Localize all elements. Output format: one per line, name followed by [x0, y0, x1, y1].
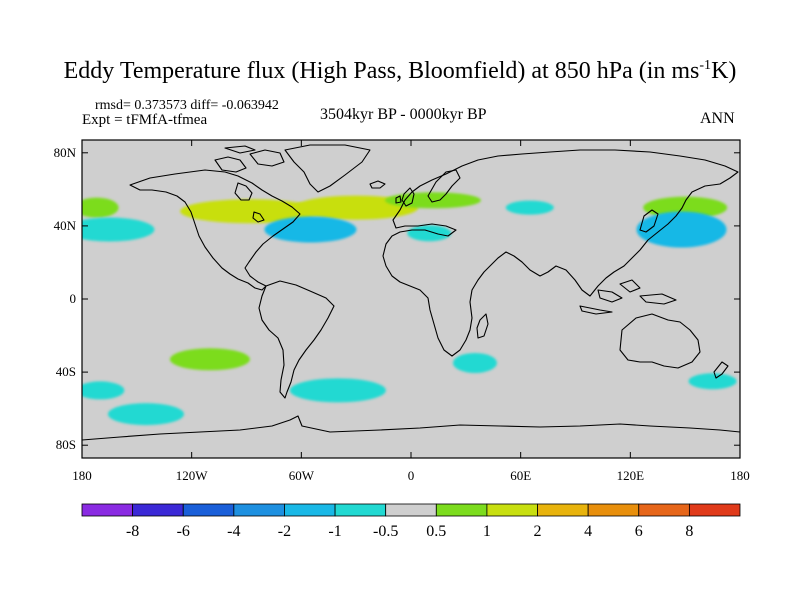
colorbar-label: -2: [278, 523, 291, 540]
south-pacific-50s-negative: [82, 381, 125, 400]
colorbar-label: -8: [126, 523, 139, 540]
colorbar-swatch: [537, 503, 589, 517]
colorbar-label: -4: [227, 523, 240, 540]
antarctica-coastline: [82, 415, 740, 441]
colorbar-swatch: [688, 503, 741, 517]
south-atlantic-negative: [289, 378, 386, 403]
colorbar-swatch: [81, 503, 134, 517]
lon-label: 120W: [176, 468, 209, 483]
colorbar-swatch: [334, 503, 387, 517]
lon-label: 0: [408, 468, 415, 483]
colorbar-swatch: [233, 503, 285, 517]
north-america-coastline: [129, 169, 301, 291]
madagascar-coastline: [476, 313, 489, 339]
west-pacific-40n-negative: [636, 211, 727, 248]
colorbar-swatch: [385, 503, 437, 517]
colorbar-label: -6: [177, 523, 190, 540]
mediterranean-negative: [407, 225, 452, 242]
chart-title: Eddy Temperature flux (High Pass, Bloomf…: [63, 58, 737, 84]
colorbar-swatch: [486, 503, 538, 517]
australia-south-negative: [688, 373, 737, 390]
colorbar-swatch: [435, 503, 488, 517]
south-africa-negative: [452, 352, 497, 373]
lat-label: 40S: [56, 364, 76, 379]
lat-label: 80S: [56, 437, 76, 452]
north-pacific-west-positive: [82, 197, 119, 218]
great-lakes-coastline: [252, 211, 265, 223]
colorbar-swatch: [587, 503, 640, 517]
season-label: ANN: [700, 110, 735, 127]
pacific-40n-negative: [82, 217, 155, 242]
colorbar-label: 4: [584, 523, 592, 540]
colorbar-swatch: [132, 503, 184, 517]
colorbar-swatch: [284, 503, 336, 517]
scandinavia-coastline: [427, 169, 461, 203]
hudson-bay-coastline: [234, 182, 253, 201]
indonesia-coastline: [579, 279, 677, 315]
iceland-coastline: [369, 180, 386, 189]
atlantic-40n-negative: [264, 216, 357, 243]
british-isles-coastline: [395, 187, 415, 207]
lon-label: 180: [72, 468, 92, 483]
lat-label: 80N: [54, 145, 77, 160]
central-asia-negative: [505, 200, 554, 215]
statistics-label: rmsd= 0.373573 diff= -0.063942: [95, 98, 279, 113]
lon-label: 60W: [289, 468, 315, 483]
colorbar-label: -1: [328, 523, 341, 540]
south-america-coastline: [258, 280, 335, 399]
colorbar-label: -0.5: [373, 523, 398, 540]
colorbar-label: 6: [635, 523, 643, 540]
greenland-coastline: [284, 144, 371, 193]
eurasia-africa-coastline: [382, 149, 739, 357]
lon-label: 60E: [510, 468, 531, 483]
colorbar-label: 8: [685, 523, 693, 540]
lat-label: 40N: [54, 218, 77, 233]
colorbar-swatch: [182, 503, 235, 517]
japan-coastline: [639, 209, 659, 233]
lon-label: 180: [730, 468, 750, 483]
lon-label: 120E: [617, 468, 645, 483]
colorbar-label: 0.5: [426, 523, 446, 540]
experiment-label: Expt = tFMfA-tfmea: [82, 112, 208, 128]
period-label: 3504kyr BP - 0000kyr BP: [320, 106, 487, 123]
colorbar-label: 2: [534, 523, 542, 540]
south-pacific-positive: [169, 348, 250, 371]
southern-ocean-65s-negative: [107, 403, 184, 426]
europe-positive: [384, 192, 481, 209]
north-america-positive: [180, 199, 321, 224]
colorbar-label: 1: [483, 523, 491, 540]
australia-coastline: [619, 313, 701, 369]
colorbar-swatch: [638, 503, 690, 517]
arctic-archipelago-coastline: [214, 145, 285, 173]
lat-label: 0: [70, 291, 77, 306]
new-zealand-coastline: [713, 361, 729, 379]
